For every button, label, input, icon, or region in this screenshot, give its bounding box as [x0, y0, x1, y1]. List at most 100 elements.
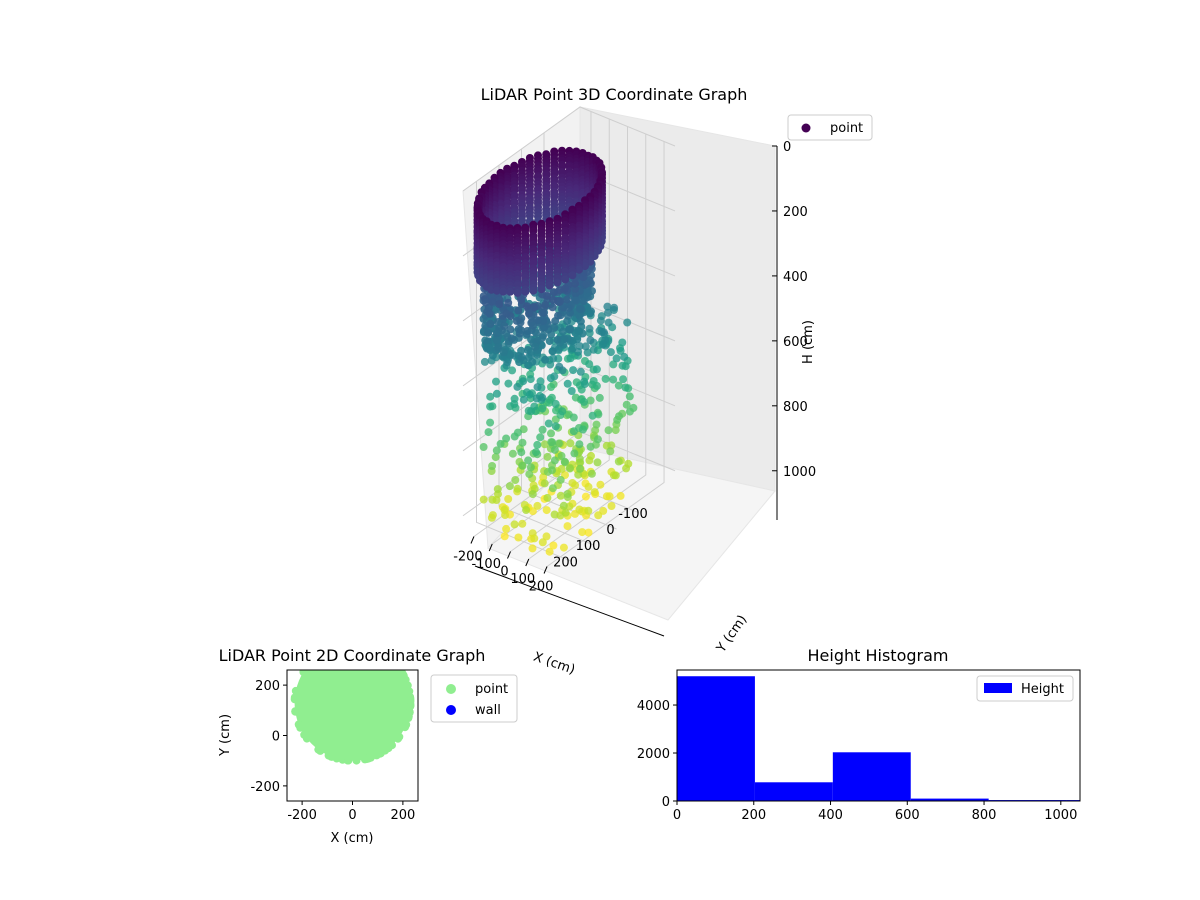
point-3d: [584, 506, 593, 515]
point-3d: [517, 295, 526, 304]
point-3d: [622, 400, 631, 409]
point-3d: [596, 316, 605, 325]
tick-label-x-3d: 200: [529, 580, 554, 595]
point-3d: [593, 458, 602, 467]
chart-2d: LiDAR Point 2D Coordinate Graph -200 0 200…: [218, 646, 518, 846]
point-3d: [493, 485, 502, 494]
ticks-histogram: 0 200 400 600 800 1000 0 2000 4000: [637, 699, 1077, 823]
point-3d: [554, 439, 563, 448]
point-3d: [479, 495, 488, 504]
point-3d: [551, 422, 560, 431]
tick-x-3d: [543, 566, 548, 574]
point-3d: [543, 452, 552, 461]
point-3d: [488, 495, 497, 504]
point-3d: [557, 451, 566, 460]
point-3d: [614, 457, 623, 466]
point-3d: [539, 473, 548, 482]
tick-label-z-3d: 200: [783, 205, 808, 220]
point-2d: [395, 732, 404, 741]
point-3d: [519, 425, 528, 434]
point-3d: [607, 502, 616, 510]
point-3d: [596, 480, 605, 489]
point-3d: [543, 493, 552, 502]
legend-2d-label-point: point: [475, 682, 508, 697]
point-3d: [548, 347, 557, 356]
point-3d: [567, 387, 576, 395]
point-3d: [541, 355, 550, 364]
point-3d: [587, 307, 595, 316]
point-3d: [622, 464, 631, 473]
point-cloud-disc-2d: [294, 670, 411, 761]
point-3d: [505, 482, 514, 491]
point-3d: [537, 285, 546, 294]
point-3d: [623, 318, 632, 327]
point-3d: [521, 287, 530, 296]
grid-line-x-3d: [546, 141, 665, 567]
point-3d: [606, 447, 615, 456]
point-3d: [505, 350, 514, 359]
tick-label-y-histogram: 0: [662, 795, 670, 810]
point-3d: [543, 291, 551, 300]
tick-label-y-2d: -200: [250, 780, 280, 795]
point-3d: [587, 469, 596, 478]
point-3d: [519, 395, 528, 404]
point-3d: [510, 432, 519, 441]
point-3d: [513, 288, 522, 297]
point-3d: [566, 439, 575, 448]
point-3d: [502, 434, 511, 443]
point-3d: [548, 438, 557, 447]
point-3d: [592, 381, 601, 390]
point-3d: [528, 507, 537, 516]
point-3d: [525, 390, 534, 399]
point-3d: [595, 393, 604, 402]
point-3d: [551, 399, 560, 408]
point-3d: [569, 366, 578, 375]
point-3d: [545, 547, 554, 556]
point-3d: [585, 324, 594, 333]
point-3d: [533, 501, 542, 510]
point-3d: [604, 318, 613, 327]
point-3d: [584, 482, 593, 491]
histogram-bar: [677, 676, 755, 801]
point-2d: [300, 730, 309, 739]
point-3d: [581, 492, 590, 501]
tick-label-y-histogram: 4000: [637, 699, 670, 714]
point-3d: [486, 392, 495, 401]
point-3d: [594, 511, 603, 520]
point-3d: [530, 534, 539, 543]
point-3d: [625, 407, 634, 416]
point-3d: [611, 471, 620, 480]
point-2d: [381, 746, 390, 755]
point-3d: [517, 448, 526, 457]
point-3d: [550, 456, 559, 465]
legend-3d-frame: [787, 114, 873, 141]
point-3d: [528, 544, 537, 553]
point-3d: [589, 345, 598, 354]
point-2d: [344, 756, 353, 765]
point-3d: [492, 286, 501, 295]
point-3d: [571, 279, 580, 288]
point-3d: [610, 303, 619, 312]
point-3d: [575, 265, 583, 274]
point-3d: [500, 322, 509, 330]
tick-label-x-3d: 100: [510, 572, 535, 587]
chart-2d-title: LiDAR Point 2D Coordinate Graph: [219, 646, 486, 665]
point-3d: [555, 362, 564, 371]
legend-histogram-frame: [976, 675, 1074, 702]
legend-2d-label-wall: wall: [475, 703, 501, 718]
point-3d: [508, 366, 517, 375]
point-3d: [576, 464, 584, 473]
point-3d: [560, 457, 569, 466]
tick-label-x-3d: 0: [500, 565, 508, 580]
histogram-bar: [910, 798, 989, 801]
point-3d: [584, 528, 593, 537]
point-3d: [601, 374, 610, 383]
point-3d: [549, 288, 558, 297]
point-3d: [538, 393, 547, 402]
point-2d: [314, 745, 323, 754]
point-3d: [504, 495, 513, 503]
point-3d: [510, 520, 519, 529]
point-3d: [533, 440, 542, 449]
point-3d: [581, 342, 590, 351]
point-3d: [585, 456, 594, 465]
